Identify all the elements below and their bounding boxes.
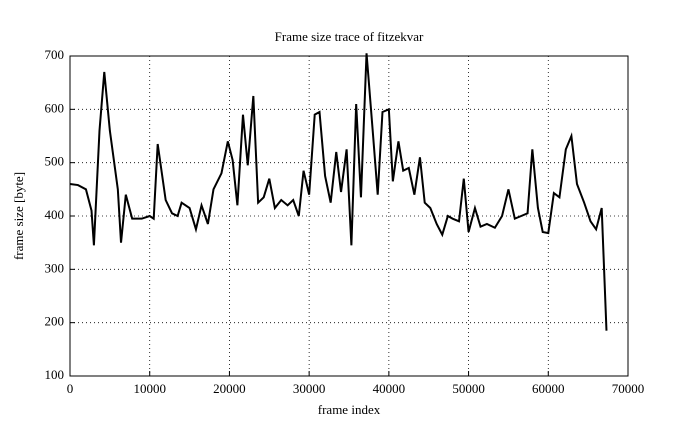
y-tick-label: 100 xyxy=(45,367,65,382)
x-tick-label: 60000 xyxy=(532,381,565,396)
x-tick-label: 0 xyxy=(67,381,74,396)
y-tick-label: 600 xyxy=(45,100,65,115)
x-tick-label: 40000 xyxy=(373,381,406,396)
y-axis-label: frame size [byte] xyxy=(11,172,26,260)
y-tick-label: 700 xyxy=(45,47,65,62)
y-tick-label: 300 xyxy=(45,260,65,275)
x-tick-label: 50000 xyxy=(452,381,485,396)
y-tick-label: 200 xyxy=(45,314,65,329)
x-axis-label: frame index xyxy=(318,402,381,417)
x-tick-label: 10000 xyxy=(133,381,166,396)
y-tick-label: 500 xyxy=(45,154,65,169)
x-tick-label: 70000 xyxy=(612,381,645,396)
plot-frame xyxy=(69,55,629,377)
x-tick-label: 30000 xyxy=(293,381,326,396)
chart-title: Frame size trace of fitzekvar xyxy=(275,29,424,44)
data-line xyxy=(69,53,608,331)
y-tick-label: 400 xyxy=(45,207,65,222)
x-tick-label: 20000 xyxy=(213,381,246,396)
